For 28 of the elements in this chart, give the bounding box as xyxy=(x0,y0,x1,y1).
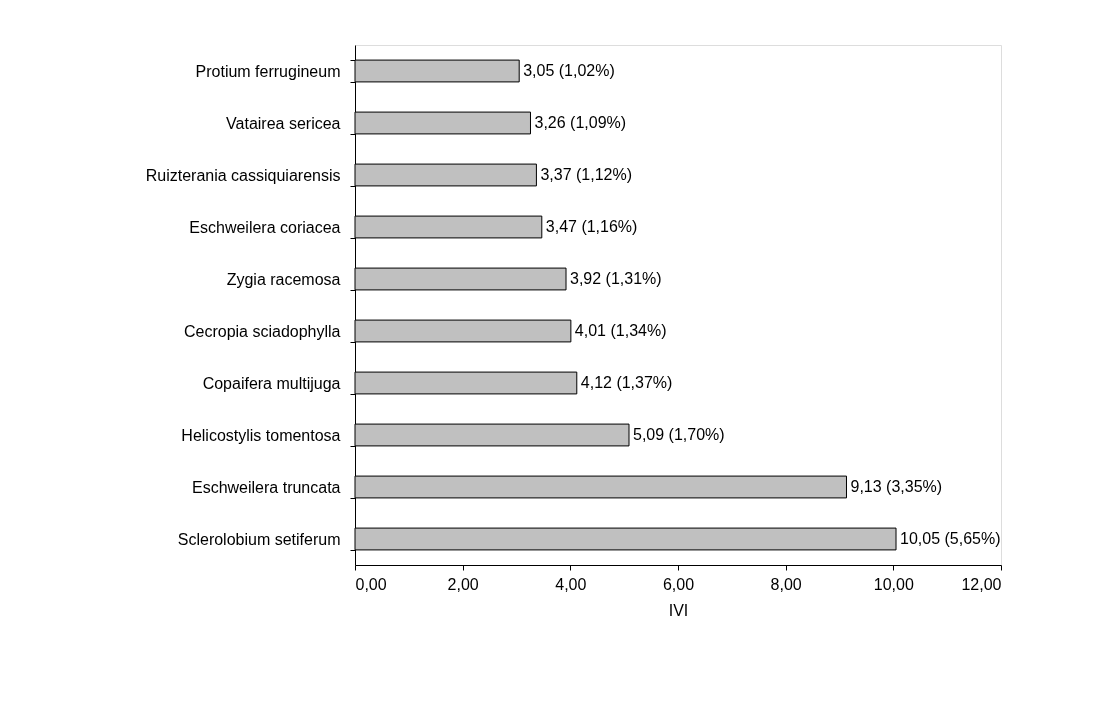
data-label: 3,47 (1,16%) xyxy=(545,218,638,235)
data-label: 10,05 (5,65%) xyxy=(900,530,1001,547)
y-tick-label: Eschweilera coriacea xyxy=(189,218,341,236)
y-tick-label: Zygia racemosa xyxy=(226,270,341,288)
data-label: 9,13 (3,35%) xyxy=(850,478,943,495)
data-label: 4,12 (1,37%) xyxy=(580,374,673,391)
x-tick-label: 12,00 xyxy=(961,575,1002,593)
y-tick-label: Sclerolobium setiferum xyxy=(177,530,341,548)
x-tick-label: 6,00 xyxy=(662,575,695,593)
data-label: 3,05 (1,02%) xyxy=(523,62,615,79)
y-tick-label: Ruizterania cassiquiarensis xyxy=(145,166,341,184)
data-label: 3,26 (1,09%) xyxy=(534,114,627,131)
y-tick-label: Eschweilera truncata xyxy=(191,478,341,496)
y-tick-label: Vatairea sericea xyxy=(226,114,341,132)
x-tick-label: 4,00 xyxy=(555,575,587,593)
data-label: 4,01 (1,34%) xyxy=(574,322,667,339)
x-tick-label: 10,00 xyxy=(873,575,914,593)
y-tick-label: Helicostylis tomentosa xyxy=(181,426,341,444)
data-label: 3,92 (1,31%) xyxy=(570,270,662,287)
x-tick-label: 8,00 xyxy=(770,575,802,593)
y-tick-label: Cecropia sciadophylla xyxy=(183,322,341,340)
data-label: 3,37 (1,12%) xyxy=(540,166,633,183)
y-tick-label: Copaifera multijuga xyxy=(202,374,341,392)
x-axis-title: IVI xyxy=(668,601,689,619)
x-tick-label: 0,00 xyxy=(355,575,387,593)
x-tick-label: 2,00 xyxy=(447,575,479,593)
y-tick-label: Protium ferrugineum xyxy=(195,62,341,80)
data-label: 5,09 (1,70%) xyxy=(633,426,725,443)
